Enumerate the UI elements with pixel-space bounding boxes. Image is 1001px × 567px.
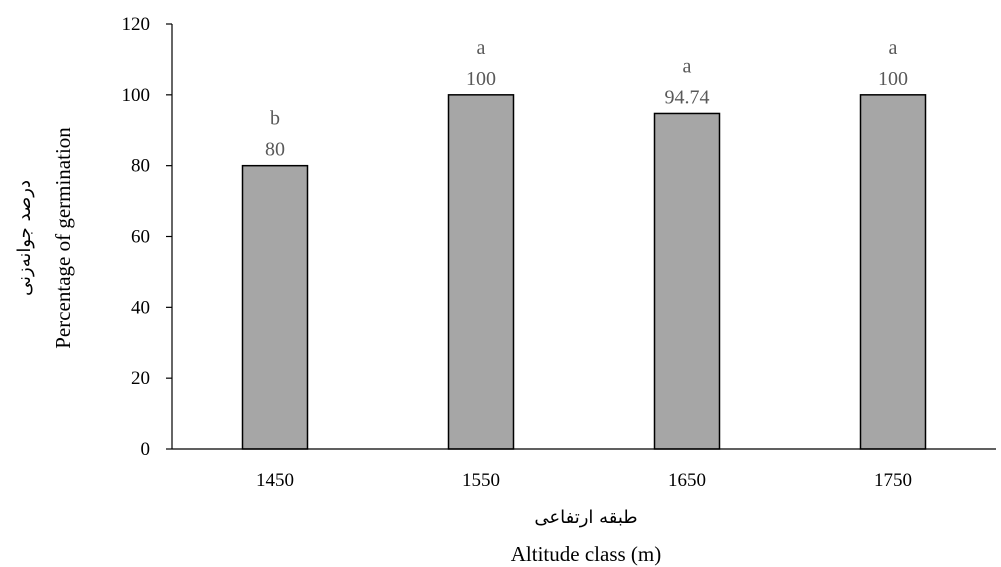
y-tick-label: 20 [131,368,150,389]
bar-1450 [241,164,309,450]
bars [241,94,927,450]
bar-1650 [653,112,721,450]
y-axis-ticks: 0 20 40 60 80 100 120 [122,14,172,460]
x-tick-label: 1650 [668,470,706,491]
x-axis-title-persian: طبقه ارتفاعی [534,507,637,528]
bar-labels: 80 b 100 a 94.74 a 100 a [265,37,908,161]
bar-value-label: 80 [265,139,285,161]
y-tick-label: 120 [122,14,151,35]
significance-letter: a [477,37,486,59]
y-axis-title: Percentage of germination [51,127,75,349]
significance-letter: b [270,108,280,130]
bar-value-label: 100 [466,68,496,90]
x-tick-label: 1750 [874,470,912,491]
bar-1550 [447,94,515,450]
x-axis-ticks: 1450 1550 1650 1750 [256,470,912,491]
x-tick-label: 1450 [256,470,294,491]
significance-letter: a [683,55,692,77]
y-tick-label: 0 [141,439,151,460]
bar-1750 [859,94,927,450]
bar-value-label: 94.74 [665,86,710,108]
y-tick-label: 80 [131,156,150,177]
y-tick-label: 40 [131,297,150,318]
x-axis-title: Altitude class (m) [511,542,661,566]
y-tick-label: 60 [131,227,150,248]
significance-letter: a [889,37,898,59]
bar-value-label: 100 [878,68,908,90]
y-tick-label: 100 [122,85,151,106]
y-axis-title-persian: درصد جوانه‌زنی [14,180,35,296]
x-tick-label: 1550 [462,470,500,491]
